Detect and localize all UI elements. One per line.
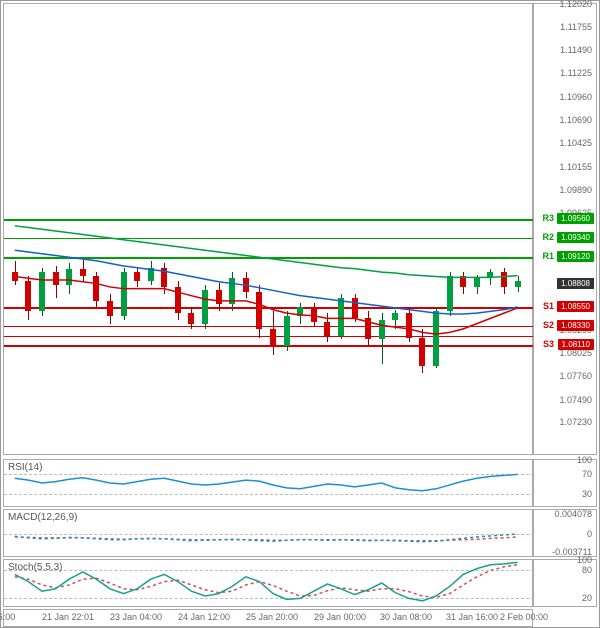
rsi-y-axis: 1007030: [533, 459, 597, 507]
sr-value-r1: 1.09120: [557, 251, 594, 262]
y-tick: 1.11490: [560, 45, 592, 55]
x-tick: 21 Jan 22:01: [42, 612, 94, 622]
stoch-tick: 20: [582, 593, 592, 603]
y-tick: 1.09890: [559, 185, 592, 195]
x-tick: 24 Jan 12:00: [178, 612, 230, 622]
y-tick: 1.07490: [559, 395, 592, 405]
x-tick: 2 Feb 00:00: [500, 612, 548, 622]
rsi-panel[interactable]: RSI(14): [3, 459, 533, 507]
y-tick: 1.11755: [560, 22, 592, 32]
sr-value-r2: 1.09340: [557, 232, 594, 243]
x-tick: 30 Jan 08:00: [380, 612, 432, 622]
stoch-label: Stoch(5,5,3): [8, 562, 62, 573]
stoch-panel[interactable]: Stoch(5,5,3): [3, 559, 533, 607]
macd-label: MACD(12,26,9): [8, 512, 77, 523]
macd-tick: 0: [587, 529, 592, 539]
sr-label-s3: S3: [543, 339, 554, 349]
sr-label-r3: R3: [542, 213, 554, 223]
macd-panel[interactable]: MACD(12,26,9): [3, 509, 533, 557]
rsi-tick: 70: [582, 469, 592, 479]
sr-value-s2: 1.08330: [557, 320, 594, 331]
y-tick: 1.07760: [559, 371, 592, 381]
time-x-axis: 16:00 21 Jan 22:01 23 Jan 04:00 24 Jan 12:0…: [3, 609, 533, 627]
rsi-label: RSI(14): [8, 462, 42, 473]
chart-container: 1.12020 1.11755 1.11490 1.11225 1.10960 1.106…: [0, 0, 600, 628]
sr-label-s1: S1: [543, 301, 554, 311]
x-tick: 31 Jan 16:00: [446, 612, 498, 622]
price-chart[interactable]: [3, 3, 533, 455]
sr-value-r3: 1.09560: [557, 213, 594, 224]
y-tick: 1.10690: [559, 115, 592, 125]
x-tick: 16:00: [0, 612, 15, 622]
sr-label-r2: R2: [542, 232, 554, 242]
y-tick: 1.10155: [559, 162, 592, 172]
macd-y-axis: 0.0040780-0.003711: [533, 509, 597, 557]
sr-label-s2: S2: [543, 320, 554, 330]
y-tick: 1.10425: [559, 138, 592, 148]
rsi-tick: 30: [582, 489, 592, 499]
x-tick: 23 Jan 04:00: [110, 612, 162, 622]
sr-value-s3: 1.08110: [558, 339, 594, 350]
x-tick: 29 Jan 00:00: [314, 612, 366, 622]
stoch-tick: 100: [577, 555, 592, 565]
rsi-tick: 100: [577, 455, 592, 465]
sr-value-s1: 1.08550: [557, 301, 594, 312]
stoch-y-axis: 1008020: [533, 559, 597, 607]
stoch-tick: 80: [582, 565, 592, 575]
y-tick: 1.12020: [559, 0, 592, 9]
macd-tick: 0.004078: [554, 509, 592, 519]
y-tick: 1.10960: [559, 92, 592, 102]
y-tick: 1.11225: [560, 68, 592, 78]
current-price-box: 1.08808: [557, 278, 594, 289]
sr-label-r1: R1: [542, 251, 554, 261]
price-y-axis: 1.12020 1.11755 1.11490 1.11225 1.10960 1.106…: [533, 3, 597, 455]
y-tick: 1.07230: [559, 417, 592, 427]
x-tick: 25 Jan 20:00: [246, 612, 298, 622]
